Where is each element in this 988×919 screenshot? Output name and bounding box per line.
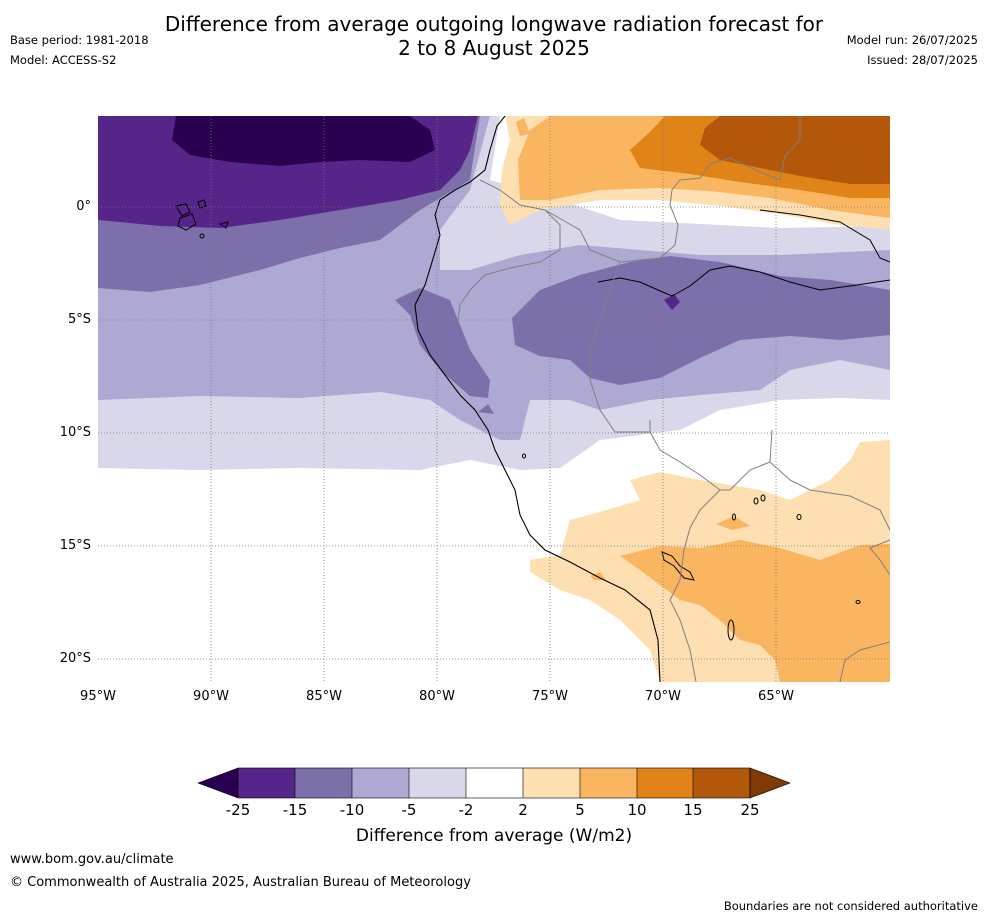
colorbar-tick: -15 <box>282 801 308 819</box>
colorbar-seg-7 <box>580 768 637 798</box>
website-link[interactable]: www.bom.gov.au/climate <box>10 852 174 867</box>
south-america-coastline <box>414 116 661 682</box>
country-boundaries <box>457 116 890 682</box>
colorbar-tick: 15 <box>683 801 703 819</box>
colorbar-seg-9 <box>693 768 750 798</box>
lon-label-80w: 80°W <box>419 689 455 704</box>
colorbar-tick: 5 <box>575 801 585 819</box>
title-line-1: Difference from average outgoing longwav… <box>164 12 824 36</box>
colorbar-tick: 2 <box>518 801 528 819</box>
model-run: Model run: 26/07/2025 <box>846 33 978 47</box>
colorbar <box>197 767 791 799</box>
gridlines <box>98 116 890 682</box>
disclaimer-text: Boundaries are not considered authoritat… <box>723 899 978 913</box>
colorbar-seg-8 <box>637 768 693 798</box>
colorbar-tick: 25 <box>740 801 760 819</box>
small-lakes <box>522 453 861 641</box>
lon-label-65w: 65°W <box>758 689 794 704</box>
lat-label-0: 0° <box>76 199 91 214</box>
colorbar-seg-3 <box>352 768 409 798</box>
colorbar-tick: 10 <box>627 801 647 819</box>
lake-titicaca <box>661 551 695 581</box>
colorbar-title: Difference from average (W/m2) <box>355 826 633 846</box>
colorbar-tick: -5 <box>401 801 417 819</box>
issued-date: Issued: 28/07/2025 <box>867 53 978 67</box>
negative-amazon-patch <box>512 256 890 385</box>
meta-right: Model run: 26/07/2025 Issued: 28/07/2025 <box>847 30 978 70</box>
galapagos-islands <box>175 199 229 239</box>
positive-south-spot1 <box>716 516 750 530</box>
lon-label-75w: 75°W <box>532 689 568 704</box>
colorbar-seg-5 <box>466 768 523 798</box>
positive-south-spot2 <box>590 572 606 580</box>
negative-coastal-patch <box>395 288 490 398</box>
northern-coastline <box>759 209 890 263</box>
colorbar-seg-6 <box>523 768 580 798</box>
negative-small-dot <box>664 294 680 310</box>
colorbar-tick: -25 <box>225 801 251 819</box>
lat-label-15s: 15°S <box>59 538 91 553</box>
lon-label-85w: 85°W <box>306 689 342 704</box>
lon-label-70w: 70°W <box>645 689 681 704</box>
colorbar-seg-1 <box>238 768 295 798</box>
meta-left: Base period: 1981-2018 Model: ACCESS-S2 <box>10 30 149 70</box>
lon-label-95w: 95°W <box>80 689 116 704</box>
colorbar-seg-4 <box>409 768 466 798</box>
colorbar-low-extend <box>197 767 239 799</box>
map-title: Difference from average outgoing longwav… <box>0 12 988 60</box>
colorbar-dividers <box>294 768 694 798</box>
lat-label-20s: 20°S <box>59 651 91 666</box>
base-period: Base period: 1981-2018 <box>10 33 149 47</box>
positive-north-extreme <box>700 116 890 184</box>
negative-small-patch <box>478 404 494 414</box>
model-name: Model: ACCESS-S2 <box>10 53 117 67</box>
negative-extreme <box>172 116 435 166</box>
map-area <box>98 116 890 682</box>
copyright-text: © Commonwealth of Australia 2025, Austra… <box>10 875 471 890</box>
colorbar-tick: -2 <box>458 801 474 819</box>
amazon-river <box>597 265 890 297</box>
colorbar-frame <box>237 767 751 799</box>
lat-label-5s: 5°S <box>67 312 91 327</box>
lon-label-90w: 90°W <box>193 689 229 704</box>
title-line-2: 2 to 8 August 2025 <box>398 36 590 60</box>
positive-north-spot <box>516 118 530 136</box>
colorbar-tick: -10 <box>339 801 365 819</box>
colorbar-seg-2 <box>295 768 352 798</box>
positive-south-medium <box>620 540 890 682</box>
lat-label-10s: 10°S <box>59 425 91 440</box>
colorbar-high-extend <box>749 767 791 799</box>
